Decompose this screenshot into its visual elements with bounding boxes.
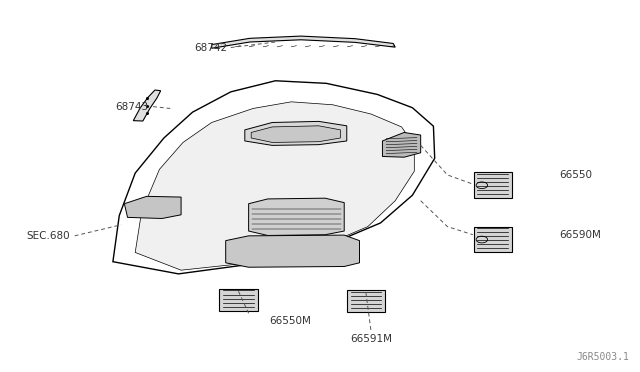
Text: 66590M: 66590M — [559, 230, 601, 240]
FancyBboxPatch shape — [220, 289, 257, 311]
Text: 66591M: 66591M — [350, 334, 392, 344]
Text: 66550M: 66550M — [269, 316, 311, 326]
PathPatch shape — [135, 102, 414, 270]
PathPatch shape — [124, 196, 181, 218]
Text: 66550: 66550 — [559, 170, 592, 180]
Text: J6R5003.1: J6R5003.1 — [576, 353, 629, 362]
PathPatch shape — [248, 198, 344, 235]
FancyBboxPatch shape — [347, 290, 385, 312]
Text: 68743: 68743 — [115, 102, 148, 112]
PathPatch shape — [245, 121, 347, 145]
FancyBboxPatch shape — [474, 172, 512, 198]
PathPatch shape — [226, 235, 360, 267]
FancyBboxPatch shape — [474, 227, 512, 253]
PathPatch shape — [251, 126, 340, 142]
PathPatch shape — [383, 132, 420, 157]
Text: SEC.680: SEC.680 — [27, 231, 70, 241]
PathPatch shape — [212, 36, 395, 48]
Text: 68742: 68742 — [195, 42, 228, 52]
PathPatch shape — [133, 90, 161, 121]
